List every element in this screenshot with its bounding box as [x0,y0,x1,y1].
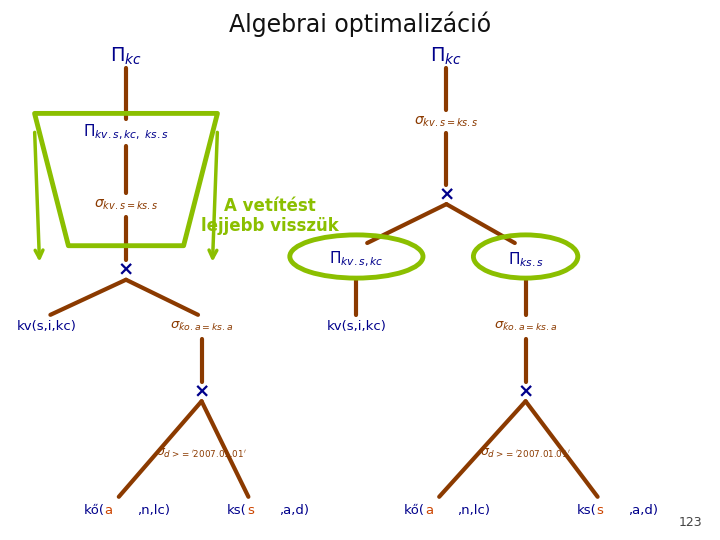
Text: $\sigma_{k\H{o}.a=ks.a}$: $\sigma_{k\H{o}.a=ks.a}$ [170,320,233,333]
Text: ,a,d): ,a,d) [628,504,658,517]
Text: $\sigma_{d>='2007.01.01'}$: $\sigma_{d>='2007.01.01'}$ [480,447,571,460]
Text: $\sigma_{kv.s=ks.s}$: $\sigma_{kv.s=ks.s}$ [94,198,158,212]
Text: $\Pi_{kv.s,kc}$: $\Pi_{kv.s,kc}$ [329,249,384,269]
Text: a: a [425,504,433,517]
Text: s: s [596,504,603,517]
Text: ×: × [518,382,534,401]
Text: kv(s,i,kc): kv(s,i,kc) [326,320,387,333]
Text: ,a,d): ,a,d) [279,504,309,517]
Text: A vetítést
lejjebb visszük: A vetítést lejjebb visszük [201,197,339,235]
Text: ×: × [118,260,134,280]
Text: 123: 123 [678,516,702,529]
Text: kő(: kő( [404,504,425,517]
Text: ,n,lc): ,n,lc) [137,504,170,517]
Text: $\Pi_{kv.s,kc,\ ks.s}$: $\Pi_{kv.s,kc,\ ks.s}$ [83,123,169,142]
Text: ks(: ks( [577,504,596,517]
Text: $\Pi_{kc}$: $\Pi_{kc}$ [110,46,142,68]
Text: kv(s,i,kc): kv(s,i,kc) [17,320,77,333]
Text: ks(: ks( [228,504,247,517]
Text: ×: × [194,382,210,401]
Text: kő(: kő( [84,504,104,517]
Text: ,n,lc): ,n,lc) [457,504,490,517]
Text: $\Pi_{ks.s}$: $\Pi_{ks.s}$ [508,250,544,268]
Text: ×: × [438,185,454,204]
Text: $\sigma_{d>='2007.01.01'}$: $\sigma_{d>='2007.01.01'}$ [156,447,247,460]
Text: $\sigma_{k\H{o}.a=ks.a}$: $\sigma_{k\H{o}.a=ks.a}$ [494,320,557,333]
Text: s: s [247,504,254,517]
Text: Algebrai optimalizáció: Algebrai optimalizáció [229,11,491,37]
Text: a: a [104,504,112,517]
Text: $\Pi_{kc}$: $\Pi_{kc}$ [431,46,462,68]
Text: $\sigma_{kv.s=ks.s}$: $\sigma_{kv.s=ks.s}$ [414,114,479,129]
